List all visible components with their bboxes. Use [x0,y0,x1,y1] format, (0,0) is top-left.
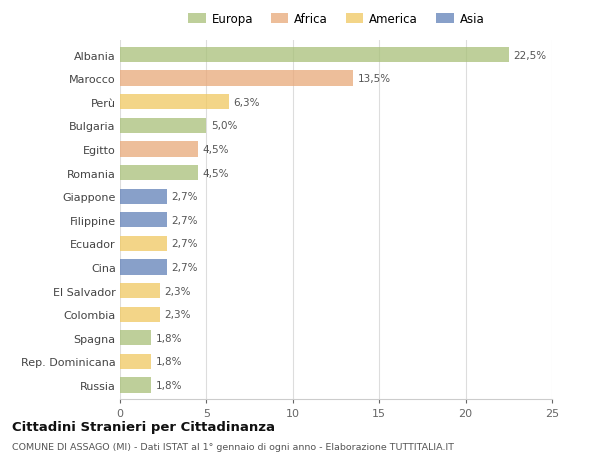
Text: 13,5%: 13,5% [358,74,391,84]
Legend: Europa, Africa, America, Asia: Europa, Africa, America, Asia [183,8,489,31]
Bar [120,71,353,87]
Text: 2,7%: 2,7% [171,263,197,273]
Text: 2,7%: 2,7% [171,239,197,249]
Bar [120,307,160,322]
Bar [120,260,167,275]
Text: 1,8%: 1,8% [155,357,182,367]
Text: 22,5%: 22,5% [513,50,546,61]
Text: 5,0%: 5,0% [211,121,237,131]
Text: 1,8%: 1,8% [155,333,182,343]
Bar [120,213,167,228]
Bar [120,378,151,393]
Text: 1,8%: 1,8% [155,380,182,390]
Text: COMUNE DI ASSAGO (MI) - Dati ISTAT al 1° gennaio di ogni anno - Elaborazione TUT: COMUNE DI ASSAGO (MI) - Dati ISTAT al 1°… [12,442,454,451]
Text: 2,3%: 2,3% [164,286,191,296]
Text: 6,3%: 6,3% [233,98,260,107]
Bar [120,166,198,181]
Bar [120,354,151,369]
Text: 4,5%: 4,5% [202,145,229,155]
Bar [120,330,151,346]
Bar [120,118,206,134]
Bar [120,236,167,252]
Bar [120,48,509,63]
Text: Cittadini Stranieri per Cittadinanza: Cittadini Stranieri per Cittadinanza [12,420,275,433]
Text: 2,7%: 2,7% [171,215,197,225]
Bar [120,283,160,299]
Bar [120,142,198,157]
Bar [120,95,229,110]
Text: 2,7%: 2,7% [171,192,197,202]
Text: 4,5%: 4,5% [202,168,229,178]
Bar [120,189,167,204]
Text: 2,3%: 2,3% [164,309,191,319]
